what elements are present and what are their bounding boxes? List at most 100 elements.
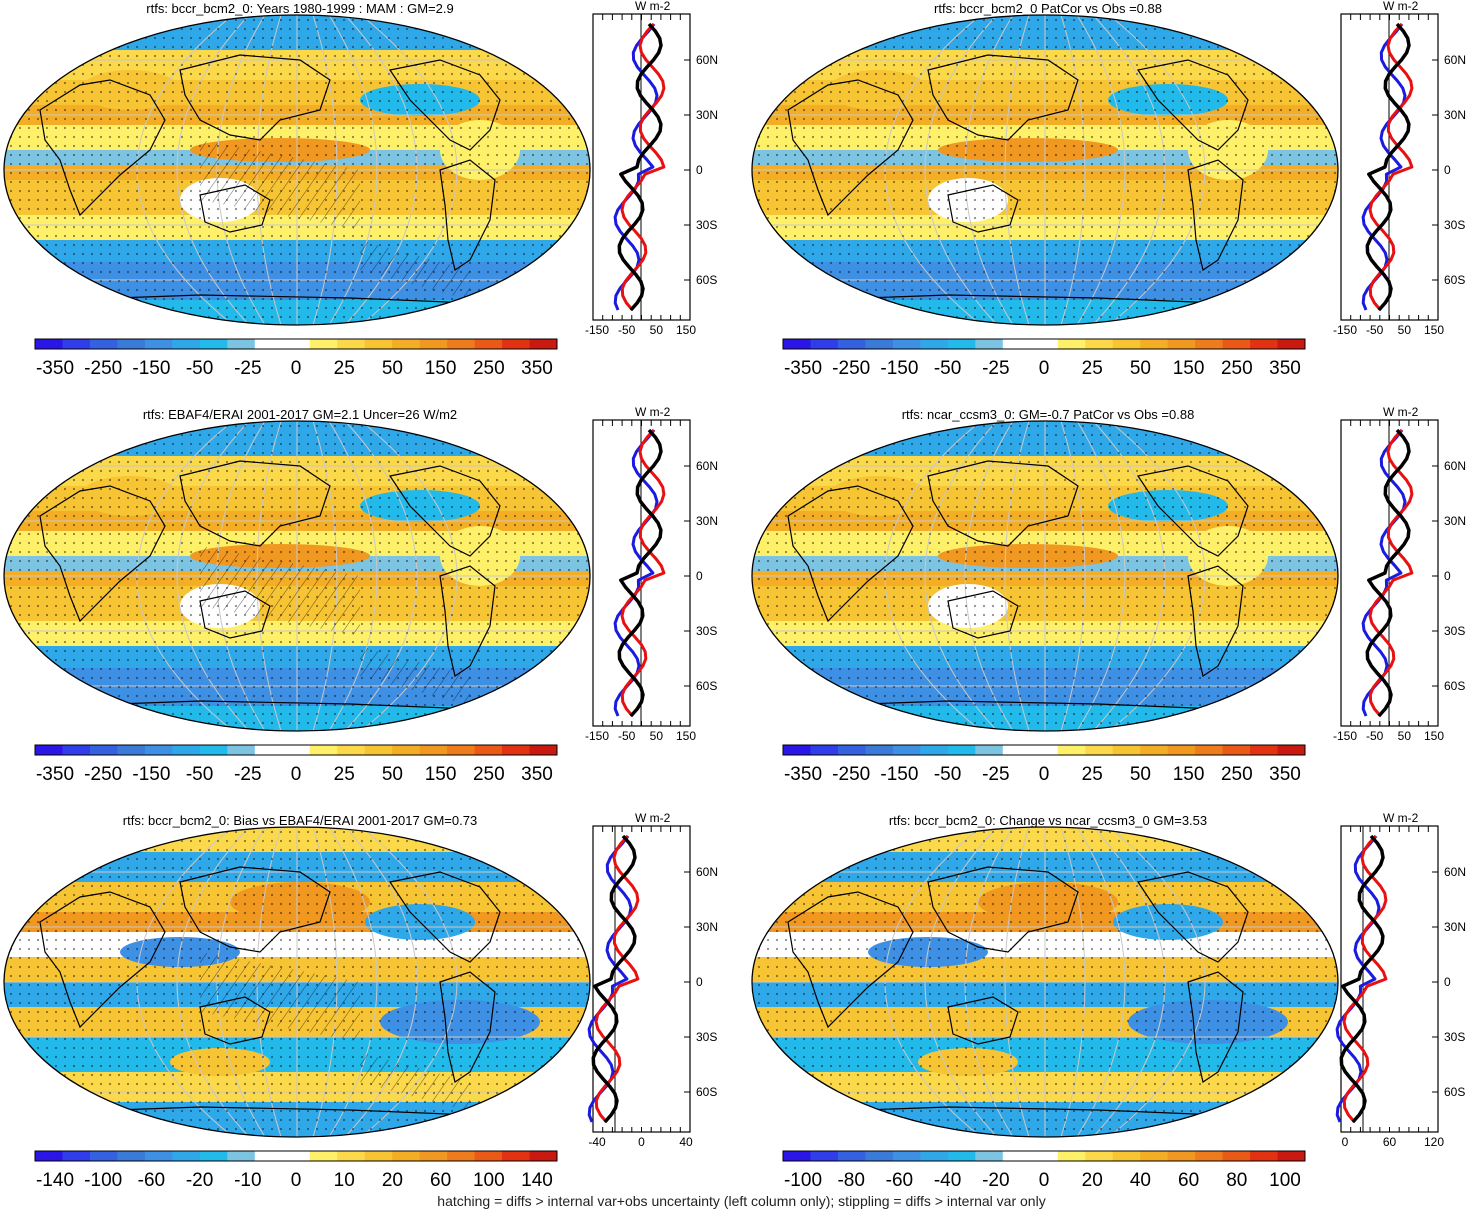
colorbar-label: 25: [1082, 358, 1103, 379]
colorbar-swatch: [1057, 745, 1086, 755]
colorbar-swatch: [474, 745, 503, 755]
profile-tick-label: 150: [1424, 323, 1444, 337]
colorbar-swatch: [419, 1151, 448, 1161]
colorbar-swatch: [1057, 339, 1086, 349]
colorbar-label: 250: [473, 764, 505, 785]
colorbar-swatch: [172, 1151, 201, 1161]
colorbar-label: 40: [1130, 1170, 1151, 1191]
colorbar-swatch: [502, 745, 531, 755]
colorbar-label: 60: [1178, 1170, 1199, 1191]
colorbar-label: -80: [837, 1170, 864, 1191]
footer-note: hatching = diffs > internal var+obs unce…: [437, 1193, 1046, 1209]
colorbar-label: -25: [234, 764, 261, 785]
colorbar-label: 60: [430, 1170, 451, 1191]
colorbar-swatch: [1250, 745, 1279, 755]
colorbar-swatch: [364, 1151, 393, 1161]
colorbar-swatch: [35, 1151, 63, 1161]
latitude-label: 0: [696, 569, 703, 583]
colorbar-swatch: [1195, 339, 1224, 349]
colorbar-label: -150: [880, 764, 918, 785]
colorbar-swatch: [920, 339, 949, 349]
colorbar-label: 350: [521, 358, 553, 379]
profile-tick-label: -50: [1366, 729, 1384, 743]
latitude-label: 30N: [696, 920, 718, 934]
colorbar-label: -350: [36, 764, 74, 785]
colorbar-swatch: [1085, 1151, 1114, 1161]
profile-tick-label: 50: [650, 729, 664, 743]
map-figure: -100 -80 -60 -40 -20 0 20 40 60 80 100 W m-2 60N 30N 0…: [751, 811, 1466, 1191]
colorbar-swatch: [529, 1151, 558, 1161]
profile-line: [620, 22, 666, 311]
colorbar-swatch: [1030, 745, 1059, 755]
map-field: [752, 15, 1338, 325]
colorbar-label: 25: [334, 358, 355, 379]
profile-unit-label: W m-2: [1383, 811, 1419, 825]
latitude-label: 0: [696, 975, 703, 989]
latitude-label: 60N: [1444, 865, 1466, 879]
colorbar-swatch: [810, 1151, 839, 1161]
latitude-label: 30N: [1444, 514, 1466, 528]
latitude-label: 60N: [1444, 53, 1466, 67]
colorbar-swatch: [947, 745, 976, 755]
colorbar-swatch: [810, 745, 839, 755]
colorbar-swatch: [947, 339, 976, 349]
colorbar-swatch: [309, 745, 338, 755]
colorbar-swatch: [1112, 745, 1141, 755]
profile-tick-label: -50: [618, 729, 636, 743]
profile-line: [1368, 22, 1414, 311]
colorbar-swatch: [337, 1151, 366, 1161]
map-panel: rtfs: bccr_bcm2_0 PatCor vs Obs =0.88 -35…: [748, 0, 1483, 403]
colorbar-swatch: [975, 1151, 1004, 1161]
colorbar-swatch: [392, 1151, 421, 1161]
colorbar-swatch: [392, 745, 421, 755]
colorbar-label: -20: [982, 1170, 1009, 1191]
profile-tick-label: 0: [638, 1135, 645, 1149]
colorbar-label: -20: [186, 1170, 213, 1191]
colorbar-swatch: [920, 1151, 949, 1161]
colorbar-label: 50: [1130, 764, 1151, 785]
zonal-profile: W m-2 60N 30N 0 30S 60S 0 60 120: [1335, 811, 1466, 1149]
profile-tick-label: -150: [585, 323, 609, 337]
profile-tick-label: 150: [676, 323, 696, 337]
panel-title: rtfs: bccr_bcm2_0: Bias vs EBAF4/ERAI 20…: [122, 813, 478, 828]
colorbar: -350 -250 -150 -50 -25 0 25 50 150 250 350: [782, 338, 1306, 379]
profile-line: [1365, 22, 1411, 312]
profile-line: [1368, 428, 1414, 717]
latitude-label: 0: [1444, 975, 1451, 989]
latitude-label: 60S: [1444, 273, 1465, 287]
colorbar-swatch: [783, 745, 811, 755]
colorbar-label: 0: [291, 358, 302, 379]
colorbar-swatch: [837, 745, 866, 755]
map-panel: rtfs: bccr_bcm2_0: Change vs ncar_ccsm3_…: [748, 811, 1483, 1215]
colorbar-swatch: [117, 1151, 146, 1161]
latitude-label: 30S: [1444, 1030, 1465, 1044]
profile-tick-label: 50: [1398, 729, 1412, 743]
colorbar-label: -10: [234, 1170, 261, 1191]
panel-title: rtfs: ncar_ccsm3_0: GM=-0.7 PatCor vs Ob…: [901, 407, 1195, 422]
panel-title: rtfs: bccr_bcm2_0: Change vs ncar_ccsm3_…: [888, 813, 1208, 828]
map-field: [752, 421, 1338, 731]
colorbar-swatch: [254, 339, 283, 349]
map-field: [752, 827, 1338, 1137]
colorbar-label: -100: [784, 1170, 822, 1191]
colorbar-swatch: [865, 745, 894, 755]
colorbar-swatch: [1195, 745, 1224, 755]
colorbar-swatch: [144, 745, 173, 755]
colorbar-swatch: [1222, 1151, 1251, 1161]
colorbar-label: 350: [1269, 358, 1301, 379]
latitude-label: 60N: [696, 459, 718, 473]
colorbar-swatch: [975, 745, 1004, 755]
latitude-label: 30S: [1444, 218, 1465, 232]
colorbar-swatch: [282, 1151, 311, 1161]
colorbar-label: -50: [186, 764, 213, 785]
profile-line: [1339, 834, 1385, 1124]
latitude-label: 30N: [1444, 920, 1466, 934]
colorbar-swatch: [254, 745, 283, 755]
colorbar: -140 -100 -60 -20 -10 0 10 20 60 100 140: [34, 1150, 558, 1191]
profile-tick-label: -150: [1333, 729, 1357, 743]
colorbar: -100 -80 -60 -40 -20 0 20 40 60 80 100: [782, 1150, 1306, 1191]
map-panel: rtfs: ncar_ccsm3_0: GM=-0.7 PatCor vs Ob…: [748, 405, 1483, 809]
colorbar-swatch: [337, 745, 366, 755]
profile-tick-label: -50: [1366, 323, 1384, 337]
